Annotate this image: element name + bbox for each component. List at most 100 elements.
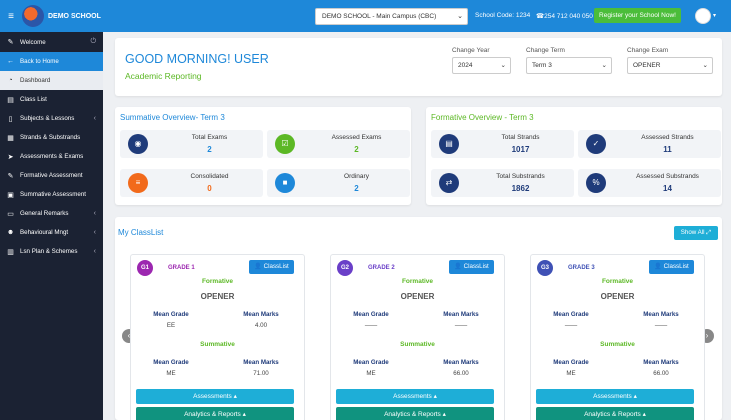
sidebar-item-subjects[interactable]: ▯ Subjects & Lessons ‹ — [0, 109, 103, 128]
sidebar-item-assessments[interactable]: ➤ Assessments & Exams — [0, 147, 103, 166]
comment-icon: ▭ — [7, 210, 14, 218]
sidebar-item-label: Assessments & Exams — [20, 153, 84, 160]
user-avatar[interactable] — [695, 8, 711, 24]
sidebar-item-class-list[interactable]: ▤ Class List — [0, 90, 103, 109]
analytics-reports-button[interactable]: Analytics & Reports ▴ — [336, 407, 494, 420]
sidebar-item-formative[interactable]: ✎ Formative Assessment — [0, 166, 103, 185]
power-icon[interactable]: ⏻ — [90, 38, 96, 45]
year-select[interactable]: 2024 ⌄ — [452, 57, 511, 74]
exam-select-group: Change Exam OPENER ⌄ — [627, 47, 713, 74]
send-icon: ➤ — [7, 153, 14, 161]
summative-mean-grade: ME — [166, 370, 176, 377]
assessments-button[interactable]: Assessments ▴ — [136, 389, 294, 404]
classlist-button[interactable]: 👤 ClassList — [649, 260, 694, 274]
stat-label: Total Strands — [501, 134, 540, 141]
school-logo — [22, 5, 44, 27]
tools-icon: ✎ — [7, 39, 14, 46]
formative-heading: Formative — [201, 278, 234, 285]
classlist-title: My ClassList — [118, 228, 164, 237]
sidebar-item-general-remarks[interactable]: ▭ General Remarks ‹ — [0, 204, 103, 223]
sidebar-item-label: Strands & Substrands — [20, 134, 81, 141]
school-code: School Code: 1234 — [475, 12, 531, 19]
phone-number: ☎254 712 040 050 — [536, 13, 593, 20]
analytics-reports-button[interactable]: Analytics & Reports ▴ — [136, 407, 294, 420]
formative-mean-grade: EE — [166, 322, 176, 329]
sidebar-item-dashboard[interactable]: ◔ Dashboard — [0, 71, 103, 90]
user-icon: ☻ — [6, 229, 15, 236]
mean-grade-label: Mean Grade — [553, 311, 589, 318]
chevron-left-icon: ‹ — [93, 210, 96, 217]
stat-label: Total Substrands — [496, 173, 545, 180]
class-name: GRADE 2 — [368, 265, 395, 271]
formative-mean-marks: —— — [454, 322, 468, 329]
formative-overview-card: Formative Overview - Term 3 ▤ Total Stra… — [426, 107, 722, 205]
clipboard-icon: ▣ — [7, 191, 14, 199]
stat-ordinary: ■ Ordinary 2 — [267, 169, 410, 197]
stat-value: 1862 — [511, 184, 530, 193]
stat-label: Ordinary — [344, 173, 369, 180]
sidebar-item-label: Summative Assessment — [20, 191, 87, 198]
stat-assessed-exams: ☑ Assessed Exams 2 — [267, 130, 410, 158]
list-icon: ▤ — [7, 96, 14, 104]
formative-mean-grade: —— — [564, 322, 578, 329]
mean-marks-label: Mean Marks — [443, 359, 479, 366]
chevron-down-icon: ⌄ — [500, 62, 506, 69]
term-select-value: Term 3 — [532, 62, 552, 69]
sidebar-item-label: Lsn Plan & Schemes — [20, 248, 78, 255]
formative-mean-marks: 4.00 — [254, 322, 268, 329]
classlist-button[interactable]: 👤 ClassList — [249, 260, 294, 274]
list-icon: ≡ — [128, 173, 148, 193]
exchange-icon: ⇄ — [439, 173, 459, 193]
year-select-group: Change Year 2024 ⌄ — [452, 47, 511, 74]
exam-select-value: OPENER — [633, 62, 661, 69]
chevron-down-icon[interactable]: ▾ — [713, 13, 717, 19]
summative-mean-marks: 66.00 — [653, 370, 669, 377]
formative-mean-marks: —— — [654, 322, 668, 329]
summative-mean-grade: ME — [566, 370, 576, 377]
class-card-grade-2: G2 GRADE 2 👤 ClassList Formative OPENER … — [330, 254, 505, 420]
analytics-reports-button[interactable]: Analytics & Reports ▴ — [536, 407, 694, 420]
stat-label: Consolidated — [190, 173, 229, 180]
stat-assessed-substrands: % Assessed Substrands 14 — [578, 169, 721, 197]
hamburger-menu-icon[interactable]: ≡ — [8, 10, 14, 22]
classlist-button[interactable]: 👤 ClassList — [449, 260, 494, 274]
stat-total-exams: ◉ Total Exams 2 — [120, 130, 263, 158]
term-select-label: Change Term — [526, 47, 565, 54]
term-select[interactable]: Term 3 ⌄ — [526, 57, 612, 74]
summative-heading: Summative — [600, 341, 635, 348]
formative-heading: Formative — [601, 278, 634, 285]
stat-value: 2 — [354, 184, 359, 193]
sidebar-item-behavioural[interactable]: ☻ Behavioural Mngt ‹ — [0, 223, 103, 242]
exam-select-label: Change Exam — [627, 47, 669, 54]
layers-icon: ▦ — [7, 134, 14, 142]
assessments-button[interactable]: Assessments ▴ — [536, 389, 694, 404]
calendar-icon: ▥ — [7, 248, 14, 256]
chevron-left-icon: ‹ — [93, 229, 96, 236]
stat-label: Assessed Strands — [641, 134, 694, 141]
sidebar-item-back-home[interactable]: ← Back to Home — [0, 52, 103, 71]
exam-name: OPENER — [600, 292, 635, 301]
id-card-icon: ▤ — [439, 134, 459, 154]
sidebar-item-label: Formative Assessment — [20, 172, 83, 179]
summative-mean-marks: 66.00 — [453, 370, 469, 377]
sidebar-item-strands[interactable]: ▦ Strands & Substrands — [0, 128, 103, 147]
mean-marks-label: Mean Marks — [643, 359, 679, 366]
main-content: GOOD MORNING! USER Academic Reporting Ch… — [103, 32, 731, 420]
summative-overview-title: Summative Overview- Term 3 — [120, 113, 225, 122]
sidebar-item-summative[interactable]: ▣ Summative Assessment — [0, 185, 103, 204]
register-school-button[interactable]: Register your School Now! — [594, 8, 681, 23]
class-card-grade-1: G1 GRADE 1 👤 ClassList Formative OPENER … — [130, 254, 305, 420]
stat-value: 0 — [207, 184, 212, 193]
book-icon: ▯ — [8, 115, 13, 123]
show-all-button[interactable]: Show All ⤢ — [674, 226, 718, 240]
sidebar-item-lesson-plan[interactable]: ▥ Lsn Plan & Schemes ‹ — [0, 242, 103, 261]
sidebar-item-label: Dashboard — [20, 77, 51, 84]
assessments-button[interactable]: Assessments ▴ — [336, 389, 494, 404]
sidebar-welcome: ✎ Welcome ⏻ — [0, 32, 103, 52]
stat-value: 14 — [663, 184, 672, 193]
chevron-down-icon: ⌄ — [601, 62, 607, 69]
campus-select[interactable]: DEMO SCHOOL - Main Campus (CBC) ⌄ — [315, 8, 468, 25]
stat-consolidated: ≡ Consolidated 0 — [120, 169, 263, 197]
mean-grade-label: Mean Grade — [153, 359, 189, 366]
exam-select[interactable]: OPENER ⌄ — [627, 57, 713, 74]
